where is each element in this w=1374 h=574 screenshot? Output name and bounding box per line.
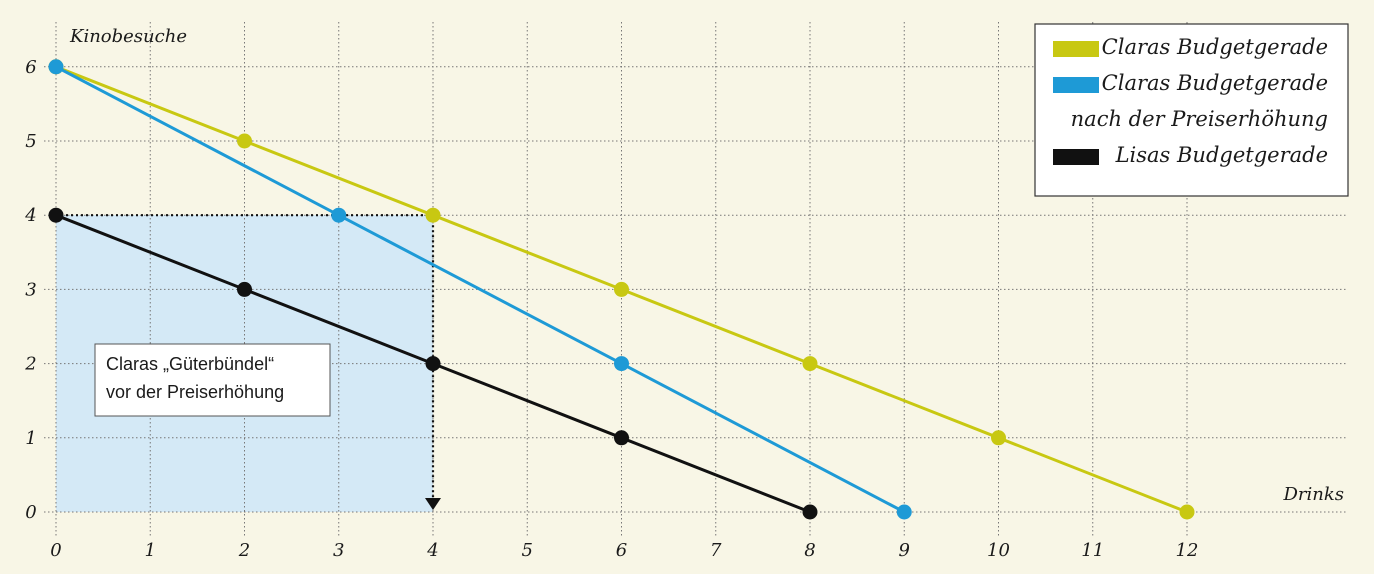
- x-tick-label: 11: [1081, 540, 1104, 561]
- data-point: [802, 504, 818, 520]
- x-tick-label: 8: [804, 540, 815, 561]
- legend-swatch: [1053, 77, 1099, 93]
- legend-label: nach der Preiserhöhung: [1071, 107, 1328, 131]
- data-point: [614, 281, 629, 297]
- annotation-text: vor der Preiserhöhung: [106, 382, 284, 402]
- y-tick-label: 6: [25, 57, 36, 78]
- data-point: [331, 207, 347, 223]
- x-tick-label: 0: [50, 540, 61, 561]
- x-tick-label: 10: [987, 540, 1010, 561]
- legend-swatch: [1053, 41, 1099, 57]
- data-point: [614, 356, 629, 372]
- annotation-text: Claras „Güterbündel“: [106, 354, 274, 374]
- legend-item-2: Lisas Budgetgerade: [1053, 143, 1328, 167]
- legend-swatch: [1053, 149, 1099, 165]
- bundle-guides: [56, 214, 441, 510]
- y-tick-label: 0: [25, 502, 36, 523]
- x-tick-label: 4: [426, 540, 438, 561]
- data-point: [237, 133, 252, 149]
- legend: Claras Budgetgerade Claras Budgetgerade na…: [1034, 23, 1349, 197]
- data-point: [425, 356, 441, 372]
- series-1: [48, 59, 912, 520]
- y-tick-label: 4: [24, 205, 36, 226]
- series-2: [48, 207, 818, 520]
- data-point: [896, 504, 912, 520]
- data-point: [425, 207, 441, 223]
- data-point: [614, 430, 629, 446]
- series: [48, 59, 1195, 520]
- x-tick-label: 3: [333, 540, 344, 561]
- x-tick-label: 6: [616, 540, 627, 561]
- legend-label: Claras Budgetgerade: [1102, 71, 1328, 95]
- data-point: [48, 207, 64, 223]
- y-tick-label: 1: [25, 428, 36, 449]
- x-tick-label: 12: [1176, 540, 1199, 561]
- x-tick-label: 5: [522, 540, 533, 561]
- bundle-arrow-head: [425, 498, 441, 510]
- series-line: [55, 65, 905, 514]
- data-point: [1179, 504, 1195, 520]
- data-point: [991, 430, 1006, 446]
- y-tick-label: 3: [25, 279, 36, 300]
- x-tick-label: 2: [238, 540, 250, 561]
- x-tick-label: 7: [710, 540, 722, 561]
- annotation-box: [94, 343, 331, 417]
- x-tick-label: 1: [145, 540, 156, 561]
- data-point: [237, 281, 252, 297]
- y-tick-label: 5: [25, 131, 36, 152]
- x-tick-label: 9: [899, 540, 910, 561]
- legend-item-1: Claras Budgetgerade nach der Preiserhöhun…: [1053, 71, 1328, 131]
- legend-label: Claras Budgetgerade: [1102, 35, 1328, 59]
- y-tick-label: 2: [24, 354, 36, 375]
- bundle-annotation: Claras „Güterbündel“ vor der Preiserhöhun…: [94, 343, 331, 417]
- legend-label: Lisas Budgetgerade: [1115, 143, 1328, 167]
- legend-item-0: Claras Budgetgerade: [1053, 35, 1328, 59]
- data-point: [802, 356, 818, 372]
- data-point: [48, 59, 64, 75]
- x-axis-label: Drinks: [1282, 484, 1344, 505]
- y-axis-label: Kinobesuche: [69, 26, 187, 47]
